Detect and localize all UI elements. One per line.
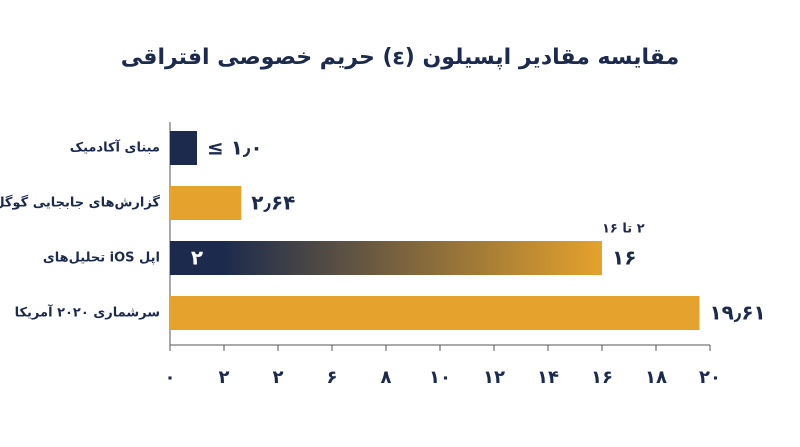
x-tick-label: ۱۲ (483, 367, 505, 388)
x-tick-label: ۱۰ (429, 367, 451, 388)
y-tick-label: سرشماری ۲۰۲۰ آمریکا (15, 304, 160, 321)
x-tick-label: ۸ (381, 367, 392, 388)
chart-title: مقایسه مقادیر اپسیلون (ε) حریم خصوصی افت… (121, 45, 679, 70)
bar (170, 131, 197, 165)
bar (170, 296, 700, 330)
x-tick-label: ۲ (273, 367, 284, 388)
x-tick-label: ۲ (219, 367, 230, 388)
inner-label: ۲ (191, 246, 203, 270)
x-tick-label: ۱۸ (645, 367, 667, 388)
x-tick-label: ۶ (327, 367, 338, 388)
value-label: ۱۶ (612, 246, 636, 270)
y-tick-label: تحلیل‌های iOS اپل (43, 251, 160, 266)
value-label: ۲٫۶۴ (251, 191, 295, 215)
y-tick-label: گزارش‌های جابجایی گوگل (0, 195, 160, 211)
value-label: ≤ ۱٫۰ (207, 136, 263, 160)
annotation: ۲ تا ۱۶ (602, 222, 645, 237)
x-tick-label: ۱۶ (591, 367, 613, 388)
value-label: ۱۹٫۶۱ (709, 301, 765, 325)
x-tick-label: ۰ (165, 367, 176, 388)
y-tick-label: مبنای آکادمیک (70, 139, 160, 156)
x-tick-label: ۲۰ (699, 367, 721, 388)
bar (170, 186, 242, 220)
bar (170, 241, 602, 275)
x-tick-label: ۱۴ (537, 367, 559, 388)
